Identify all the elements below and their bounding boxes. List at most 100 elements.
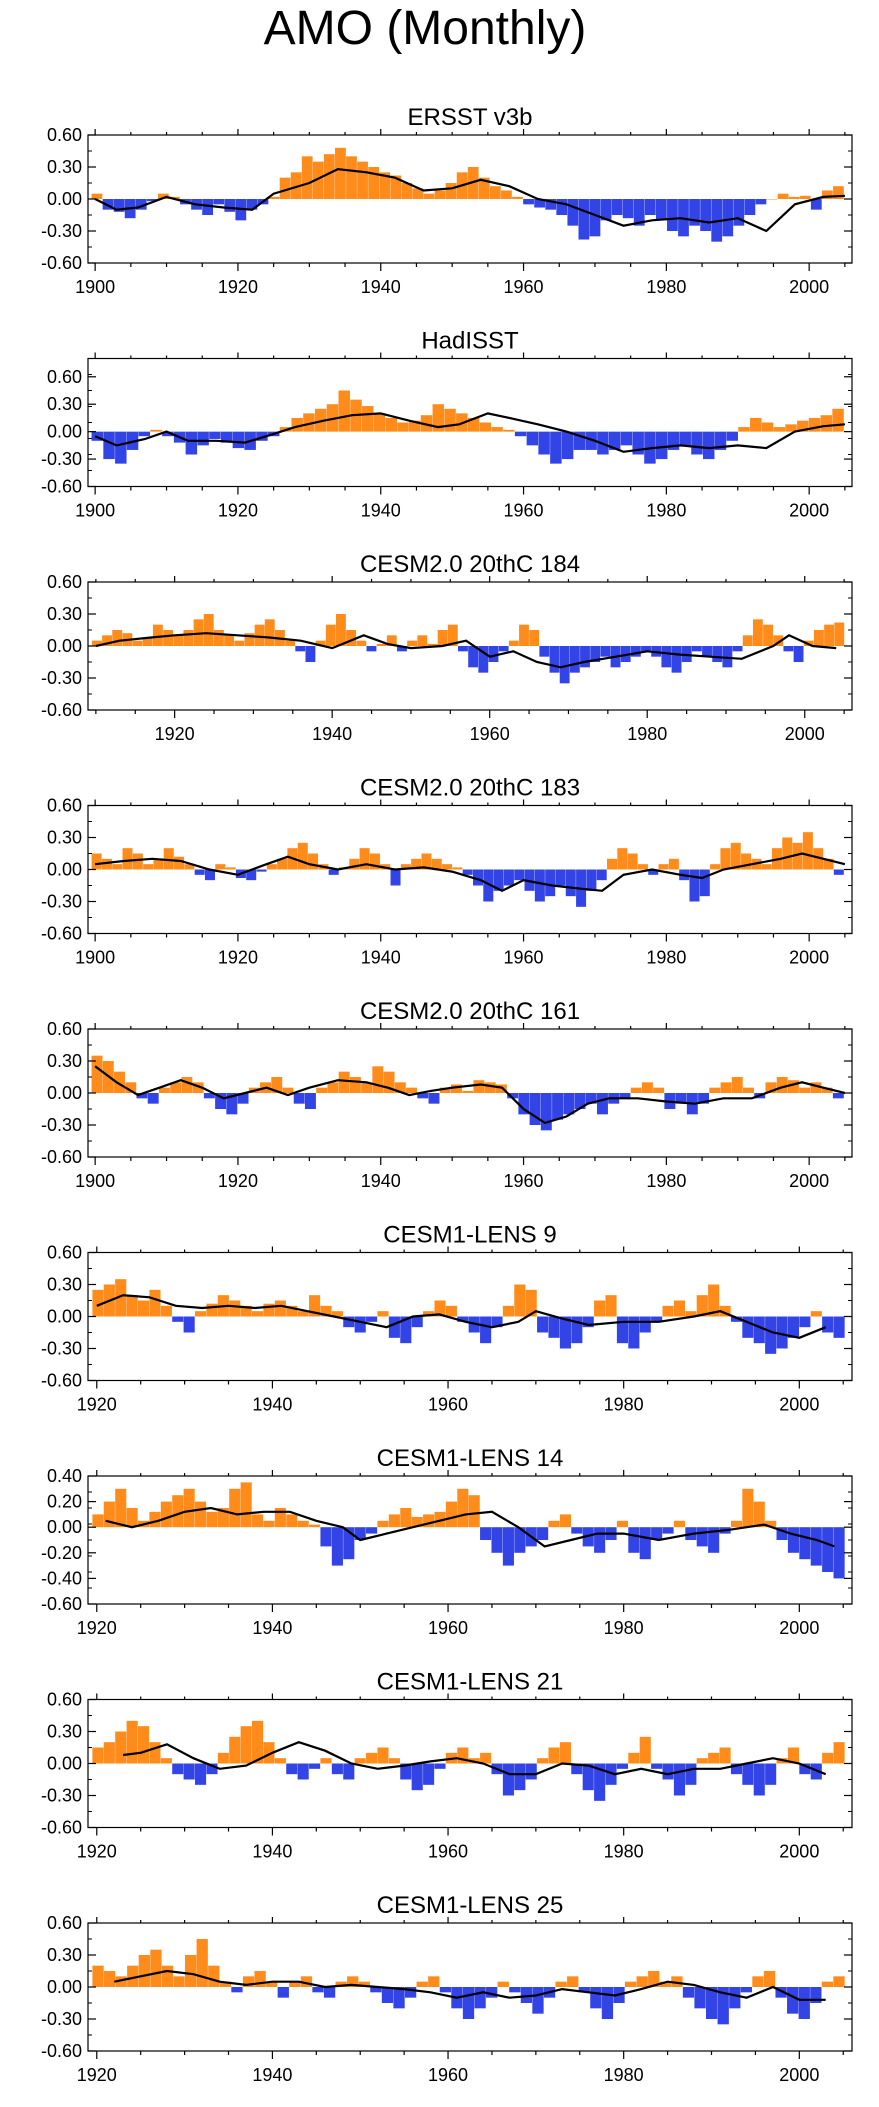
bar bbox=[720, 848, 731, 870]
bar bbox=[658, 864, 669, 870]
bar bbox=[206, 1511, 218, 1528]
bar bbox=[263, 1742, 275, 1764]
bar bbox=[428, 1976, 440, 1987]
bar bbox=[282, 1087, 294, 1093]
bar bbox=[655, 431, 668, 460]
bar bbox=[231, 1987, 243, 1993]
bar bbox=[264, 619, 275, 646]
bar bbox=[753, 1501, 765, 1528]
bar bbox=[691, 431, 703, 455]
y-tick-label: -0.60 bbox=[41, 924, 82, 944]
bar bbox=[742, 635, 753, 646]
bar bbox=[503, 869, 514, 886]
bar bbox=[607, 858, 618, 870]
bar bbox=[184, 864, 195, 870]
bar bbox=[137, 1726, 150, 1764]
bar bbox=[753, 1763, 765, 1796]
bar bbox=[122, 848, 133, 870]
bar bbox=[833, 1742, 845, 1764]
bar bbox=[183, 1316, 195, 1333]
bar bbox=[136, 1093, 148, 1099]
y-tick-label: 0.30 bbox=[47, 1275, 82, 1295]
bar bbox=[397, 646, 407, 652]
x-tick-label: 1980 bbox=[604, 1395, 644, 1415]
x-tick-label: 1940 bbox=[361, 501, 401, 521]
bar bbox=[518, 1093, 530, 1115]
bar bbox=[821, 190, 833, 199]
y-tick-label: 0.00 bbox=[47, 1307, 82, 1327]
bar bbox=[434, 1300, 446, 1317]
bar bbox=[709, 1087, 721, 1093]
bar bbox=[519, 624, 529, 646]
bar bbox=[580, 646, 590, 668]
bar bbox=[834, 622, 845, 646]
x-tick-label: 1960 bbox=[428, 1395, 468, 1415]
panel-8: CESM1-LENS 21 0.60 0.30 0.00 -0.30 -0.60 1920 1… bbox=[41, 1669, 853, 1862]
bar bbox=[525, 1763, 537, 1780]
bar bbox=[328, 869, 339, 875]
bar bbox=[160, 1758, 172, 1764]
bar bbox=[651, 1316, 663, 1322]
bar bbox=[556, 199, 568, 215]
bar bbox=[115, 1976, 127, 1987]
bar bbox=[316, 1087, 328, 1093]
x-tick-label: 1980 bbox=[604, 1842, 644, 1862]
y-tick-label: 0.30 bbox=[47, 1722, 82, 1742]
bar bbox=[152, 624, 163, 646]
bar bbox=[719, 1305, 731, 1317]
bar bbox=[540, 1093, 552, 1131]
bar bbox=[386, 635, 397, 646]
bar bbox=[750, 417, 762, 432]
y-tick-label: 0.60 bbox=[47, 367, 82, 387]
bar bbox=[648, 869, 659, 875]
bar bbox=[503, 429, 515, 432]
y-tick-label: -0.30 bbox=[41, 892, 82, 912]
bar bbox=[600, 646, 611, 657]
bar bbox=[400, 864, 411, 870]
bar bbox=[569, 646, 580, 673]
bar bbox=[423, 1311, 435, 1317]
y-tick-label: 0.00 bbox=[47, 860, 82, 880]
bar bbox=[323, 1987, 336, 1998]
bar bbox=[548, 1747, 560, 1764]
bar bbox=[92, 1289, 104, 1317]
bar bbox=[740, 1987, 753, 1993]
bar bbox=[532, 1987, 544, 2014]
bar bbox=[420, 415, 433, 432]
x-tick-label: 1980 bbox=[604, 2065, 644, 2085]
bar bbox=[445, 183, 457, 199]
bar bbox=[183, 1488, 195, 1528]
bar bbox=[514, 869, 525, 881]
x-tick-label: 1960 bbox=[504, 277, 544, 297]
x-tick-label: 1920 bbox=[218, 948, 258, 968]
bar bbox=[611, 199, 623, 215]
bar bbox=[639, 1527, 651, 1560]
bar bbox=[668, 858, 679, 870]
panel-title: CESM1-LENS 9 bbox=[383, 1222, 556, 1249]
y-tick-label: 0.60 bbox=[47, 1913, 82, 1933]
bar bbox=[722, 646, 733, 668]
panel-title: ERSST v3b bbox=[408, 104, 533, 131]
bar bbox=[738, 427, 750, 432]
bar bbox=[637, 864, 648, 870]
bar bbox=[366, 1752, 378, 1764]
smoothed-line bbox=[96, 1294, 827, 1339]
bar bbox=[743, 1087, 754, 1093]
x-tick-label: 1900 bbox=[75, 948, 115, 968]
bar bbox=[662, 1763, 674, 1780]
bar bbox=[491, 1527, 503, 1553]
bar bbox=[400, 1763, 412, 1780]
bar bbox=[361, 1082, 373, 1093]
bar bbox=[368, 167, 380, 199]
bar bbox=[616, 1316, 628, 1344]
bar bbox=[708, 1284, 720, 1317]
bar bbox=[729, 1987, 741, 2009]
bar bbox=[115, 431, 127, 464]
bar bbox=[229, 1488, 241, 1528]
bar bbox=[192, 1082, 204, 1093]
bar bbox=[655, 199, 667, 221]
bar bbox=[217, 1508, 229, 1528]
bar bbox=[559, 1316, 571, 1349]
bar bbox=[301, 156, 313, 199]
panel-title: CESM2.0 20thC 184 bbox=[360, 551, 580, 578]
